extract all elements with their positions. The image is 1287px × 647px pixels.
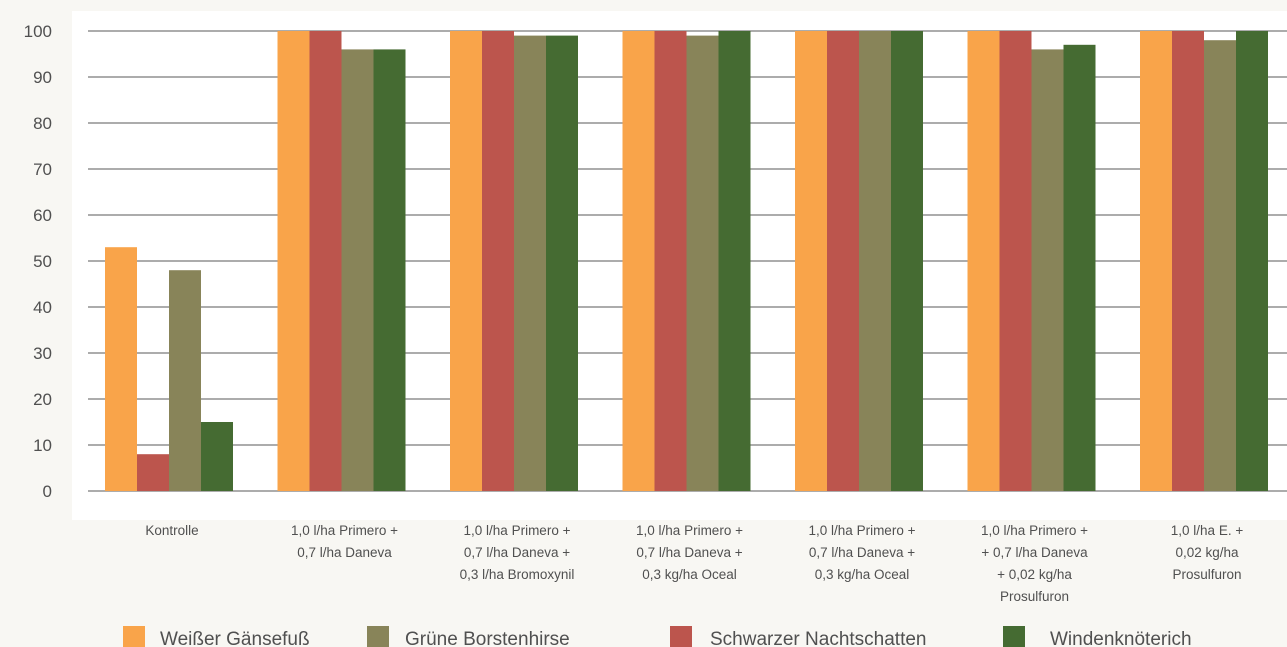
legend-label: Windenknöterich xyxy=(1050,629,1192,647)
y-tick-label: 0 xyxy=(43,482,52,501)
bar xyxy=(514,35,546,491)
bar xyxy=(277,31,310,491)
bar xyxy=(373,49,406,492)
y-tick-label: 40 xyxy=(33,298,52,317)
bars xyxy=(105,31,1268,492)
x-tick-label: 0,7 l/ha Daneva + xyxy=(809,545,915,560)
bar xyxy=(891,31,923,491)
bar xyxy=(1063,44,1096,492)
bar xyxy=(105,247,137,491)
legend-label: Grüne Borstenhirse xyxy=(405,629,570,647)
x-tick-label: Prosulfuron xyxy=(1000,589,1069,604)
bar xyxy=(1140,31,1172,491)
bar xyxy=(1172,31,1204,491)
bar xyxy=(1031,49,1064,492)
bar xyxy=(654,31,687,491)
bar xyxy=(686,35,719,491)
bar xyxy=(201,422,233,491)
y-tick-label: 60 xyxy=(33,206,52,225)
x-tick-label: 0,7 l/ha Daneva + xyxy=(464,545,570,560)
x-tick-label: + 0,7 l/ha Daneva xyxy=(981,545,1088,560)
y-axis: 0 10 20 30 40 50 60 70 80 90 100 xyxy=(24,22,52,501)
bar xyxy=(967,31,1000,491)
x-tick-label: 1,0 l/ha Primero + xyxy=(464,523,571,538)
bar xyxy=(718,31,751,491)
bar xyxy=(482,31,514,491)
y-tick-label: 20 xyxy=(33,390,52,409)
bar xyxy=(309,31,342,491)
legend-swatch xyxy=(367,626,389,647)
y-tick-label: 10 xyxy=(33,436,52,455)
legend-swatch xyxy=(1003,626,1025,647)
x-tick-label: 0,7 l/ha Daneva + xyxy=(636,545,742,560)
x-tick-label: 1,0 l/ha Primero + xyxy=(636,523,743,538)
bar xyxy=(450,31,482,491)
y-tick-label: 100 xyxy=(24,22,52,41)
x-tick-label: Prosulfuron xyxy=(1172,567,1241,582)
legend-swatch xyxy=(123,626,145,647)
bar xyxy=(622,31,655,491)
x-tick-label: 1,0 l/ha Primero + xyxy=(809,523,916,538)
bar xyxy=(999,31,1032,491)
x-tick-label: + 0,02 kg/ha xyxy=(997,567,1072,582)
bar xyxy=(169,270,201,491)
y-tick-label: 30 xyxy=(33,344,52,363)
x-tick-label: 1,0 l/ha Primero + xyxy=(291,523,398,538)
x-tick-label: 1,0 l/ha Primero + xyxy=(981,523,1088,538)
y-tick-label: 50 xyxy=(33,252,52,271)
x-tick-label: 0,02 kg/ha xyxy=(1175,545,1239,560)
y-tick-label: 90 xyxy=(33,68,52,87)
legend-swatch xyxy=(670,626,692,647)
bar xyxy=(859,31,891,491)
bar xyxy=(827,31,859,491)
x-tick-label: 0,7 l/ha Daneva xyxy=(297,545,392,560)
bar xyxy=(546,35,578,491)
x-axis: Kontrolle 1,0 l/ha Primero + 0,7 l/ha Dane… xyxy=(145,523,1243,604)
x-tick-label: 0,3 kg/ha Oceal xyxy=(815,567,910,582)
y-tick-label: 70 xyxy=(33,160,52,179)
legend: Weißer Gänsefuß Grüne Borstenhirse Schwarz… xyxy=(123,626,1192,647)
bar xyxy=(1204,40,1236,491)
x-tick-label: 1,0 l/ha E. + xyxy=(1171,523,1244,538)
x-tick-label: 0,3 kg/ha Oceal xyxy=(642,567,737,582)
bar xyxy=(1236,31,1268,491)
bar xyxy=(795,31,827,491)
bar xyxy=(341,49,374,492)
legend-label: Weißer Gänsefuß xyxy=(160,629,310,647)
bar xyxy=(137,454,169,491)
x-tick-label: Kontrolle xyxy=(145,523,198,538)
x-tick-label: 0,3 l/ha Bromoxynil xyxy=(460,567,575,582)
y-tick-label: 80 xyxy=(33,114,52,133)
legend-label: Schwarzer Nachtschatten xyxy=(710,629,927,647)
